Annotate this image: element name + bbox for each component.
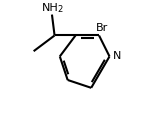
- Text: Br: Br: [96, 23, 108, 33]
- Text: NH: NH: [42, 3, 59, 13]
- Text: 2: 2: [57, 5, 62, 14]
- Text: N: N: [113, 51, 121, 61]
